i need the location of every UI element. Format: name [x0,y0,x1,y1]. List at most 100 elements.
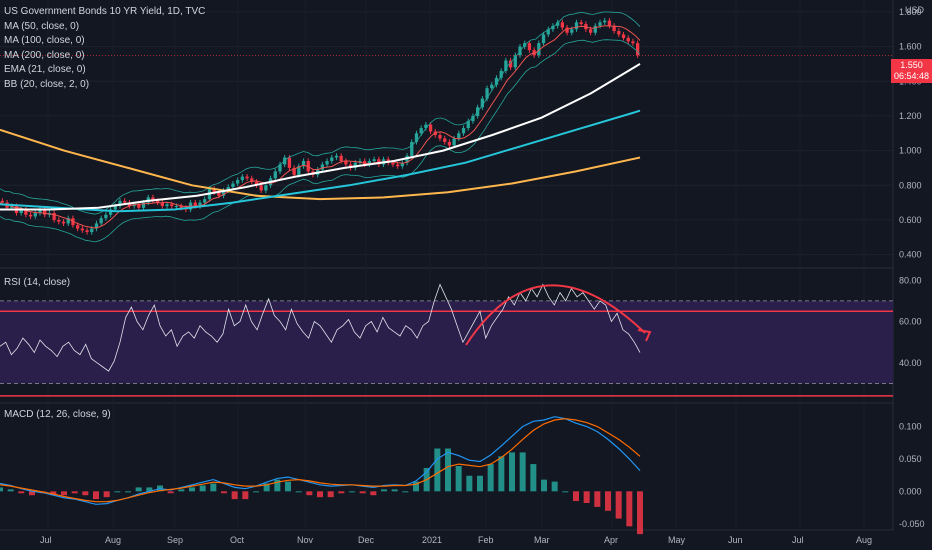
candle-body [485,88,489,99]
candle-body [174,206,179,208]
rsi-line [0,283,641,372]
candle-body [551,25,555,30]
indicator-ma100[interactable]: MA (100, close, 0) [4,35,85,46]
price-tick-label: 1.600 [899,42,922,52]
macd-histogram-bar [146,487,153,492]
candle-body [457,133,461,139]
candle-body [43,209,47,215]
currency-label: USD [905,5,925,15]
candle-body [452,138,456,146]
macd-histogram-bar [0,487,3,492]
candle-body [353,162,357,168]
candle-body [532,50,536,56]
candle-body [212,188,216,193]
macd-histogram-bar [189,487,195,492]
candle-body [80,228,84,231]
candle-body [607,20,612,26]
macd-histogram-bar [221,491,227,494]
candle-body [203,199,207,203]
candle-body [236,180,240,184]
candle-body [325,161,329,165]
macd-histogram-bar [253,491,259,493]
candle-body [76,225,80,229]
macd-histogram-bar [573,491,579,502]
candle-body [603,20,607,23]
macd-histogram-bar [455,466,462,492]
macd-histogram-bar [274,479,281,492]
candle-body [410,141,414,156]
candle-body [193,202,197,207]
time-tick-label: May [668,535,686,545]
candle-body [24,209,28,215]
price-tick-label: 1.800 [899,7,922,17]
time-tick-label: Dec [358,535,375,545]
candle-body [541,34,546,44]
candle-body [593,25,597,33]
candle-body [330,157,334,161]
candle-body [626,37,630,42]
price-tick-label: 0.800 [899,180,922,190]
macd-histogram-bar [125,491,131,493]
time-tick-label: Mar [534,535,550,545]
macd-histogram-bar [530,464,537,492]
candle-body [344,161,348,165]
candle-body [617,31,621,35]
macd-tick-label: 0.100 [899,421,922,431]
macd-histogram-bar [71,491,78,494]
indicator-ma200[interactable]: MA (200, close, 0) [4,49,85,61]
macd-histogram-bar [605,491,611,511]
indicator-bb[interactable]: BB (20, close, 2, 0) [4,78,90,90]
candle-body [226,187,230,191]
price-tick-label: 0.400 [899,250,922,260]
candle-body [424,124,428,129]
indicator-ema21[interactable]: EMA (21, close, 0) [4,64,86,75]
ema21-line [0,25,641,229]
macd-histogram-bar [167,491,174,494]
candle-body [99,218,103,224]
candle-body [565,27,569,33]
macd-histogram-bar [594,491,601,507]
macd-histogram-bar [7,489,14,492]
candle-body [320,164,324,170]
macd-histogram-bar [370,491,377,496]
macd-histogram-bar [477,475,483,492]
macd-tick-label: -0.050 [899,519,925,529]
ma50-line [0,63,641,211]
time-tick-label: Apr [604,535,618,545]
time-tick-label: Sep [167,535,183,545]
macd-histogram-bar [583,491,590,503]
time-tick-label: Feb [478,535,494,545]
candle-body [428,124,433,132]
macd-tick-label: 0.000 [899,486,922,496]
rsi-legend[interactable]: RSI (14, close) [4,276,70,291]
candle-body [438,135,442,139]
candle-body [160,202,164,207]
candle-body [28,214,33,217]
candle-body [52,213,56,220]
candle-body [504,60,508,71]
candle-body [490,84,494,89]
candle-body [141,202,146,208]
candle-body [254,181,259,186]
candle-body [108,209,113,215]
macd-legend[interactable]: MACD (12, 26, close, 9) [4,408,111,423]
macd-histogram-bar [466,475,473,492]
macd-histogram-bar [519,452,526,492]
candle-body [118,200,122,207]
macd-histogram-bar [327,491,334,498]
candle-body [137,204,141,208]
candle-body [570,29,574,33]
macd-histogram-bar [114,491,121,493]
macd-histogram-bar [210,483,217,492]
macd-histogram-bar [626,491,633,527]
rsi-label: RSI (14, close) [4,277,71,288]
candle-body [471,115,475,122]
indicator-ma50[interactable]: MA (50, close, 0) [4,20,80,32]
candle-body [66,218,70,224]
candle-body [151,197,155,201]
chart-title: US Government Bonds 10 YR Yield, 1D, TVC [4,6,206,17]
macd-histogram-bar [562,491,569,493]
macd-line [0,416,641,505]
candle-body [38,209,42,213]
